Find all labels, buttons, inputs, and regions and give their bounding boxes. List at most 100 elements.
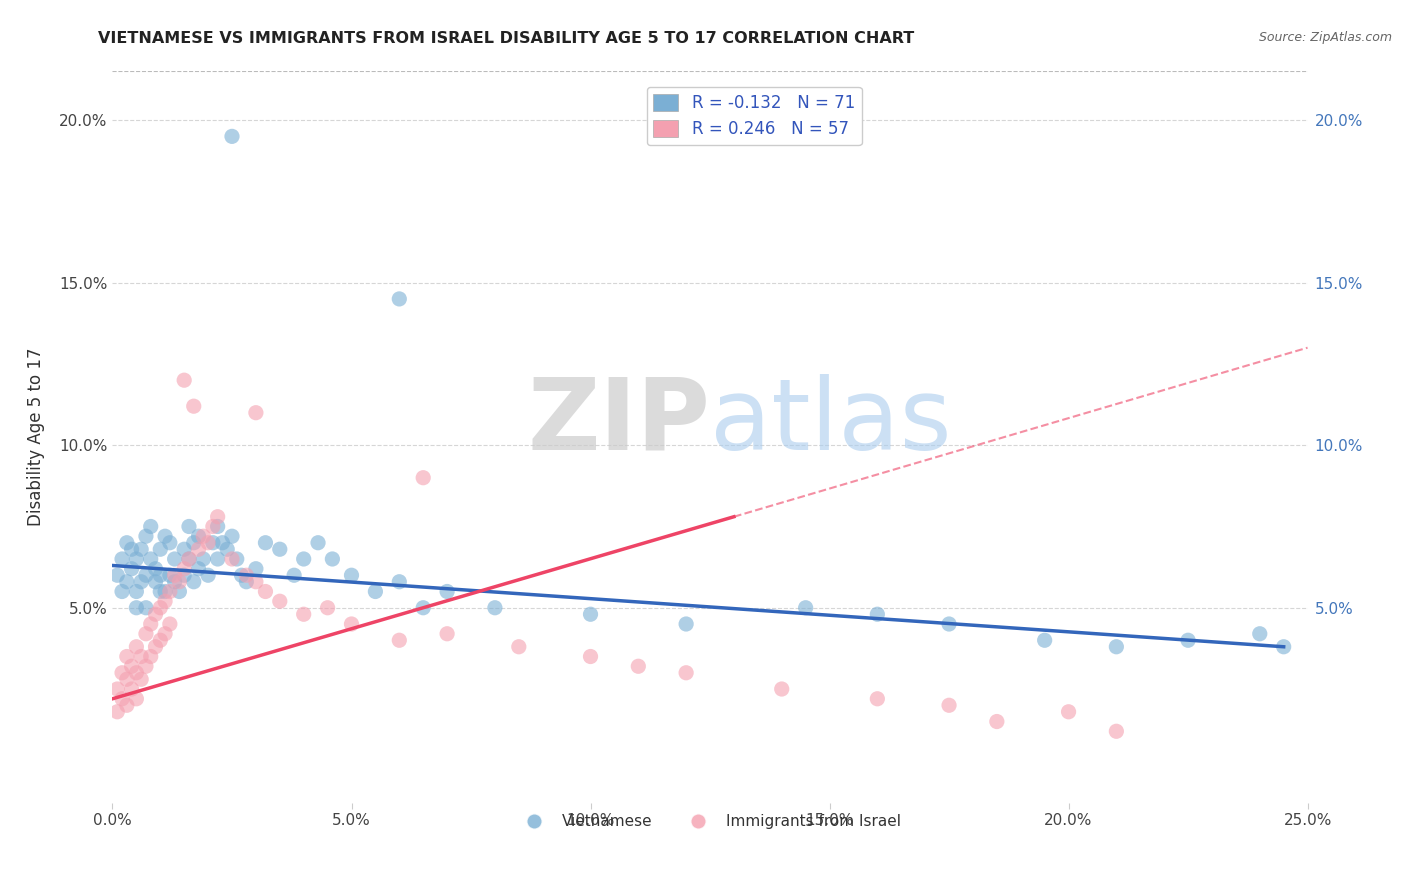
Point xyxy=(245,574,267,589)
Point xyxy=(221,529,243,543)
Point xyxy=(139,552,162,566)
Point xyxy=(388,292,411,306)
Point xyxy=(193,529,215,543)
Point xyxy=(235,568,257,582)
Point xyxy=(149,568,172,582)
Point xyxy=(1177,633,1199,648)
Point xyxy=(139,519,162,533)
Point xyxy=(794,600,817,615)
Point xyxy=(153,529,176,543)
Point xyxy=(201,519,224,533)
Point xyxy=(193,552,215,566)
Point xyxy=(149,633,172,648)
Point xyxy=(316,600,339,615)
Point xyxy=(129,673,152,687)
Point xyxy=(364,584,387,599)
Point xyxy=(388,633,411,648)
Point xyxy=(173,568,195,582)
Point xyxy=(675,665,697,680)
Point xyxy=(675,617,697,632)
Point xyxy=(770,681,793,696)
Point xyxy=(197,535,219,549)
Point xyxy=(866,691,889,706)
Point xyxy=(221,552,243,566)
Legend: Vietnamese, Immigrants from Israel: Vietnamese, Immigrants from Israel xyxy=(513,808,907,836)
Point xyxy=(115,649,138,664)
Point xyxy=(139,649,162,664)
Point xyxy=(111,584,134,599)
Point xyxy=(245,406,267,420)
Point xyxy=(866,607,889,622)
Point xyxy=(388,574,411,589)
Point xyxy=(187,529,209,543)
Point xyxy=(292,607,315,622)
Point xyxy=(121,659,143,673)
Point xyxy=(436,626,458,640)
Point xyxy=(121,681,143,696)
Point xyxy=(153,584,176,599)
Point xyxy=(105,705,128,719)
Point xyxy=(135,626,157,640)
Point xyxy=(163,568,186,582)
Point xyxy=(163,574,186,589)
Point xyxy=(254,535,277,549)
Point xyxy=(207,519,229,533)
Point xyxy=(159,617,181,632)
Point xyxy=(245,562,267,576)
Point xyxy=(1249,626,1271,640)
Point xyxy=(159,584,181,599)
Point xyxy=(111,665,134,680)
Point xyxy=(145,562,167,576)
Point xyxy=(159,568,181,582)
Point xyxy=(292,552,315,566)
Point xyxy=(125,665,148,680)
Point xyxy=(207,509,229,524)
Point xyxy=(579,649,602,664)
Point xyxy=(211,535,233,549)
Point xyxy=(484,600,506,615)
Point xyxy=(169,574,191,589)
Point xyxy=(1105,640,1128,654)
Point xyxy=(207,552,229,566)
Point xyxy=(115,673,138,687)
Point xyxy=(269,542,291,557)
Point xyxy=(105,681,128,696)
Point xyxy=(938,617,960,632)
Point xyxy=(173,562,195,576)
Point xyxy=(111,552,134,566)
Point xyxy=(221,129,243,144)
Point xyxy=(163,552,186,566)
Point xyxy=(187,542,209,557)
Point xyxy=(139,617,162,632)
Point xyxy=(149,542,172,557)
Point xyxy=(135,659,157,673)
Point xyxy=(173,542,195,557)
Point xyxy=(129,542,152,557)
Point xyxy=(183,535,205,549)
Point xyxy=(129,574,152,589)
Point xyxy=(307,535,329,549)
Point xyxy=(1033,633,1056,648)
Point xyxy=(254,584,277,599)
Point xyxy=(340,568,363,582)
Point xyxy=(197,568,219,582)
Point xyxy=(177,552,200,566)
Point xyxy=(1105,724,1128,739)
Point xyxy=(125,552,148,566)
Point xyxy=(627,659,650,673)
Point xyxy=(153,594,176,608)
Y-axis label: Disability Age 5 to 17: Disability Age 5 to 17 xyxy=(27,348,45,526)
Point xyxy=(121,542,143,557)
Point xyxy=(149,600,172,615)
Text: Source: ZipAtlas.com: Source: ZipAtlas.com xyxy=(1258,31,1392,45)
Point xyxy=(177,552,200,566)
Point xyxy=(183,574,205,589)
Point xyxy=(145,640,167,654)
Point xyxy=(135,600,157,615)
Point xyxy=(115,574,138,589)
Point xyxy=(201,535,224,549)
Point xyxy=(217,542,239,557)
Point xyxy=(508,640,530,654)
Point xyxy=(173,373,195,387)
Point xyxy=(1272,640,1295,654)
